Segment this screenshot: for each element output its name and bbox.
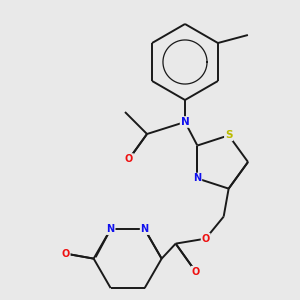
Text: N: N (181, 117, 189, 127)
Text: N: N (106, 224, 115, 234)
Text: N: N (193, 173, 201, 184)
Text: O: O (61, 249, 70, 259)
Text: N: N (141, 224, 149, 234)
Text: O: O (191, 267, 200, 277)
Text: S: S (225, 130, 232, 140)
Text: O: O (202, 234, 210, 244)
Text: O: O (125, 154, 133, 164)
